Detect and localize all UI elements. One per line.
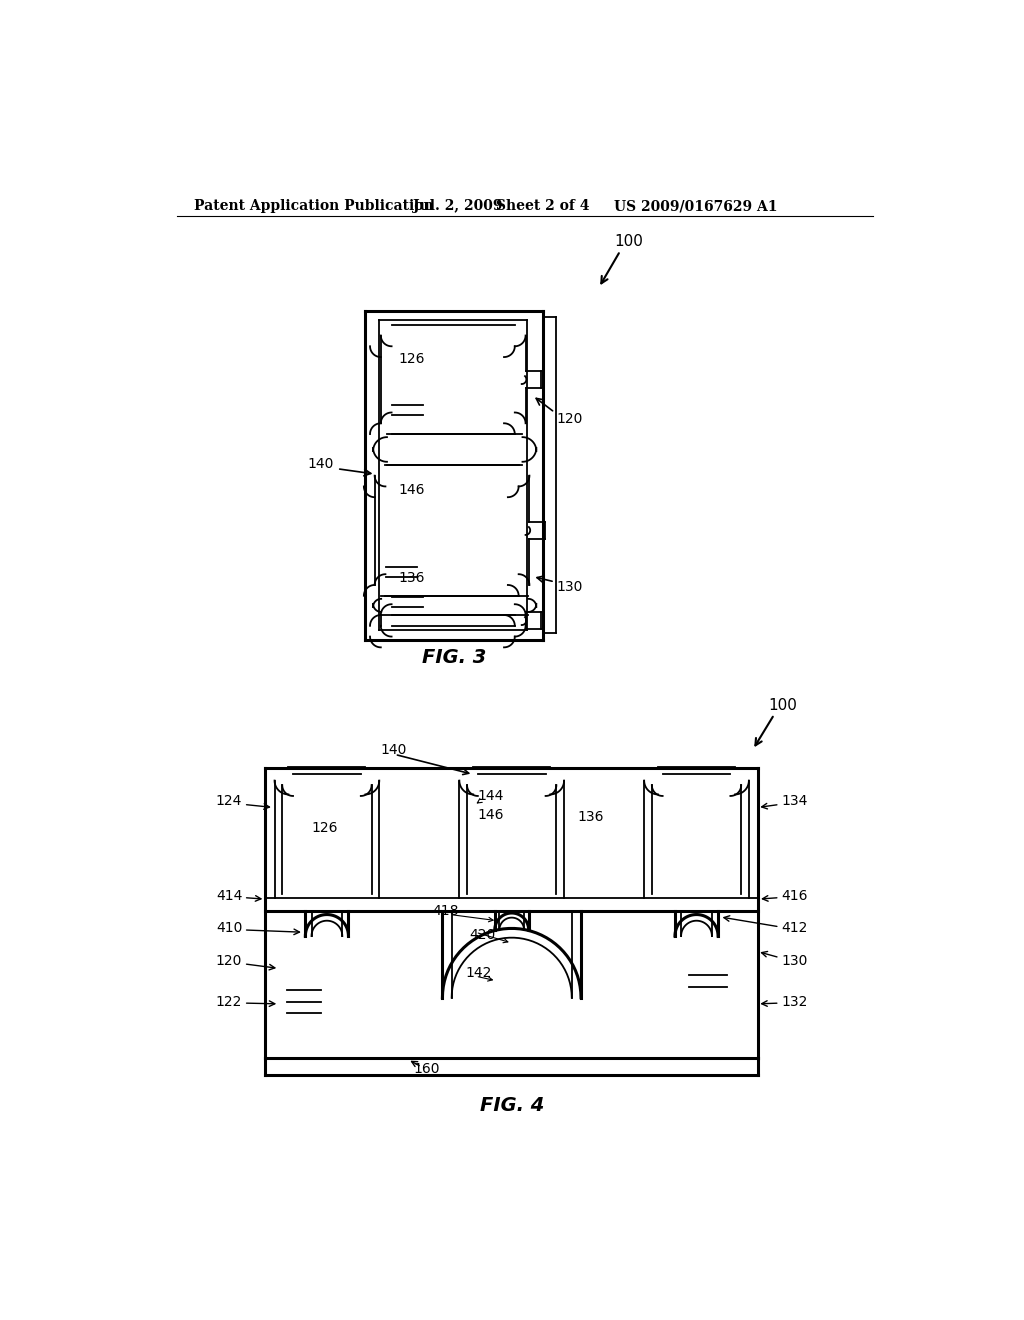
- Text: 100: 100: [614, 234, 643, 249]
- Text: 140: 140: [381, 743, 408, 756]
- Text: 126: 126: [311, 821, 338, 836]
- Text: 124: 124: [216, 795, 243, 808]
- Text: 146: 146: [477, 808, 504, 822]
- Text: 132: 132: [781, 994, 808, 1008]
- Text: 100: 100: [768, 697, 797, 713]
- Text: 134: 134: [781, 795, 808, 808]
- Text: 420: 420: [469, 928, 496, 941]
- Text: 144: 144: [477, 789, 504, 803]
- Text: 122: 122: [216, 994, 243, 1008]
- Text: 146: 146: [398, 483, 425, 496]
- Text: FIG. 3: FIG. 3: [422, 648, 486, 667]
- Text: 120: 120: [556, 412, 583, 425]
- Text: 130: 130: [781, 954, 808, 968]
- Text: 412: 412: [781, 921, 808, 936]
- Text: 160: 160: [414, 1063, 440, 1076]
- Text: 410: 410: [216, 921, 243, 936]
- Text: Sheet 2 of 4: Sheet 2 of 4: [497, 199, 590, 213]
- Text: US 2009/0167629 A1: US 2009/0167629 A1: [614, 199, 777, 213]
- Text: Jul. 2, 2009: Jul. 2, 2009: [413, 199, 503, 213]
- Text: 140: 140: [307, 457, 334, 471]
- Text: 120: 120: [216, 954, 243, 968]
- Text: 416: 416: [781, 890, 808, 903]
- Text: 142: 142: [466, 966, 492, 979]
- Text: 126: 126: [398, 351, 425, 366]
- Text: 136: 136: [578, 809, 604, 824]
- Text: 136: 136: [398, 572, 425, 585]
- Text: 130: 130: [556, 579, 583, 594]
- Text: 414: 414: [216, 890, 243, 903]
- Text: 418: 418: [432, 904, 459, 919]
- Text: Patent Application Publication: Patent Application Publication: [194, 199, 433, 213]
- Text: FIG. 4: FIG. 4: [479, 1096, 544, 1115]
